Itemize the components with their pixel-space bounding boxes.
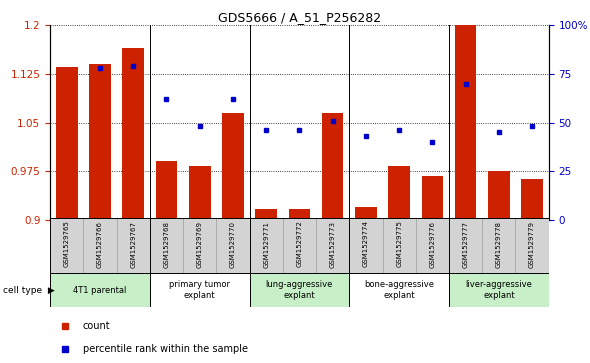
Bar (189, 166, 211, 220)
Text: GSM1529765: GSM1529765 (64, 221, 70, 268)
Bar (50, 218, 83, 274)
Text: GSM1529775: GSM1529775 (396, 221, 402, 268)
Bar (349, 273, 449, 307)
Bar (289, 209, 310, 220)
Text: GSM1529771: GSM1529771 (263, 221, 269, 268)
Text: GSM1529773: GSM1529773 (330, 221, 336, 268)
Text: bone-aggressive
explant: bone-aggressive explant (364, 280, 434, 300)
Bar (123, 48, 144, 220)
Bar (388, 166, 410, 220)
Text: GSM1529769: GSM1529769 (196, 221, 203, 268)
Bar (422, 176, 443, 220)
Bar (522, 179, 543, 220)
Text: GSM1529768: GSM1529768 (163, 221, 169, 268)
Bar (117, 218, 150, 274)
Bar (50, 273, 150, 307)
Text: GSM1529772: GSM1529772 (296, 221, 303, 268)
Title: GDS5666 / A_51_P256282: GDS5666 / A_51_P256282 (218, 11, 381, 24)
Bar (89, 64, 111, 220)
Bar (283, 218, 316, 274)
Text: lung-aggressive
explant: lung-aggressive explant (266, 280, 333, 300)
Text: 4T1 parental: 4T1 parental (73, 286, 127, 294)
Bar (455, 25, 476, 220)
Bar (217, 218, 250, 274)
Bar (516, 218, 549, 274)
Text: GSM1529776: GSM1529776 (430, 221, 435, 268)
Bar (250, 218, 283, 274)
Text: primary tumor
explant: primary tumor explant (169, 280, 230, 300)
Bar (382, 218, 416, 274)
Text: cell type  ▶: cell type ▶ (3, 286, 55, 294)
Bar (449, 273, 549, 307)
Text: GSM1529779: GSM1529779 (529, 221, 535, 268)
Text: GSM1529766: GSM1529766 (97, 221, 103, 268)
Text: GSM1529770: GSM1529770 (230, 221, 236, 268)
Text: GSM1529767: GSM1529767 (130, 221, 136, 268)
Bar (255, 209, 277, 220)
Bar (449, 218, 482, 274)
Bar (349, 218, 382, 274)
Bar (482, 218, 516, 274)
Text: GSM1529778: GSM1529778 (496, 221, 502, 268)
Bar (56, 68, 77, 220)
Bar (416, 218, 449, 274)
Bar (355, 207, 376, 220)
Text: liver-aggressive
explant: liver-aggressive explant (466, 280, 532, 300)
Bar (322, 113, 343, 220)
Bar (156, 161, 177, 220)
Bar (150, 218, 183, 274)
Bar (83, 218, 117, 274)
Bar (488, 171, 510, 220)
Bar (316, 218, 349, 274)
Text: GSM1529777: GSM1529777 (463, 221, 468, 268)
Text: GSM1529774: GSM1529774 (363, 221, 369, 268)
Bar (183, 218, 217, 274)
Text: percentile rank within the sample: percentile rank within the sample (83, 344, 248, 354)
Text: count: count (83, 321, 110, 331)
Bar (222, 113, 244, 220)
Bar (150, 273, 250, 307)
Bar (250, 273, 349, 307)
